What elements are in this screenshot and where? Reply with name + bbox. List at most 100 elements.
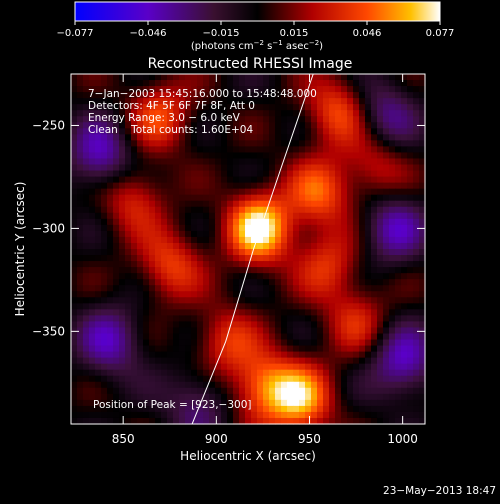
heatmap-cell	[359, 236, 366, 244]
heatmap-cell	[203, 194, 210, 202]
x-axis: 850 900 950 1000	[112, 74, 418, 446]
heatmap-cell	[293, 297, 300, 304]
heatmap-cell	[173, 110, 180, 117]
heatmap-cell	[419, 242, 426, 250]
heatmap-cell	[263, 375, 270, 383]
heatmap-cell	[239, 104, 246, 111]
heatmap-cell	[419, 351, 426, 359]
heatmap-cell	[383, 369, 390, 377]
heatmap-cell	[107, 387, 114, 395]
heatmap-cell	[335, 393, 342, 401]
heatmap-cell	[269, 333, 276, 341]
heatmap-cell	[203, 399, 210, 407]
heatmap-cell	[149, 218, 156, 226]
heatmap-cell	[209, 339, 216, 347]
heatmap-cell	[281, 255, 288, 262]
heatmap-cell	[173, 212, 180, 220]
heatmap-cell	[407, 261, 414, 268]
heatmap-cell	[293, 188, 300, 196]
heatmap-cell	[203, 158, 210, 166]
heatmap-cell	[419, 146, 426, 154]
heatmap-cell	[173, 200, 180, 208]
heatmap-cell	[203, 405, 210, 413]
heatmap-cell	[281, 80, 288, 87]
heatmap-cell	[395, 140, 402, 148]
heatmap-cell	[371, 417, 378, 425]
heatmap-cell	[125, 164, 132, 172]
heatmap-cell	[191, 86, 198, 93]
heatmap-cell	[281, 339, 288, 347]
heatmap-cell	[263, 194, 270, 202]
heatmap-cell	[209, 92, 216, 99]
heatmap-cell	[155, 255, 162, 262]
heatmap-cell	[143, 176, 150, 184]
heatmap-cell	[389, 315, 396, 323]
heatmap-cell	[137, 230, 144, 238]
heatmap-cell	[353, 104, 360, 111]
heatmap-cell	[335, 249, 342, 256]
heatmap-cell	[119, 218, 126, 226]
heatmap-cell	[197, 405, 204, 413]
heatmap-cell	[167, 249, 174, 256]
heatmap-cell	[347, 194, 354, 202]
heatmap-cell	[197, 375, 204, 383]
heatmap-cell	[77, 369, 84, 377]
heatmap-cell	[377, 230, 384, 238]
heatmap-cell	[245, 236, 252, 244]
heatmap-cell	[329, 291, 336, 298]
heatmap-cell	[149, 188, 156, 196]
heatmap-cell	[239, 285, 246, 292]
heatmap-cell	[173, 351, 180, 359]
heatmap-cell	[209, 188, 216, 196]
heatmap-cell	[329, 176, 336, 184]
heatmap-cell	[179, 164, 186, 172]
heatmap-cell	[263, 104, 270, 111]
heatmap-cell	[329, 363, 336, 371]
heatmap-cell	[233, 224, 240, 232]
heatmap-cell	[401, 188, 408, 196]
heatmap-cell	[407, 110, 414, 117]
heatmap-cell	[389, 122, 396, 129]
y-tick-label: −350	[32, 324, 65, 338]
heatmap-cell	[185, 170, 192, 178]
heatmap-cell	[347, 164, 354, 172]
heatmap-cell	[377, 327, 384, 335]
heatmap-cell	[245, 339, 252, 347]
heatmap-cell	[137, 297, 144, 304]
heatmap-cell	[377, 315, 384, 323]
heatmap-cell	[413, 363, 420, 371]
heatmap-cell	[317, 315, 324, 323]
heatmap-cell	[269, 267, 276, 274]
colorbar-unit: (photons cm−2 s−1 asec−2)	[191, 39, 323, 52]
heatmap-cell	[185, 261, 192, 268]
heatmap-cell	[323, 92, 330, 99]
heatmap-cell	[245, 369, 252, 377]
heatmap-cell	[305, 224, 312, 232]
heatmap-cell	[107, 134, 114, 141]
heatmap-cell	[335, 122, 342, 129]
heatmap-cell	[329, 224, 336, 232]
heatmap-cell	[341, 249, 348, 256]
heatmap-cell	[233, 255, 240, 262]
heatmap-cell	[167, 405, 174, 413]
heatmap-cell	[77, 291, 84, 298]
heatmap-cell	[419, 321, 426, 329]
heatmap-cell	[281, 393, 288, 401]
heatmap-cell	[161, 152, 168, 160]
heatmap-cell	[269, 405, 276, 413]
heatmap-cell	[113, 86, 120, 93]
heatmap-cell	[407, 212, 414, 220]
heatmap-cell	[335, 267, 342, 274]
heatmap-cell	[155, 242, 162, 250]
heatmap-cell	[185, 363, 192, 371]
heatmap-cell	[389, 291, 396, 298]
heatmap-cell	[245, 146, 252, 154]
heatmap-cell	[131, 194, 138, 202]
heatmap-cell	[299, 339, 306, 347]
heatmap-cell	[419, 134, 426, 141]
heatmap-cell	[173, 170, 180, 178]
heatmap-cell	[203, 80, 210, 87]
heatmap-cell	[215, 128, 222, 135]
heatmap-cell	[209, 134, 216, 141]
heatmap-cell	[203, 164, 210, 172]
